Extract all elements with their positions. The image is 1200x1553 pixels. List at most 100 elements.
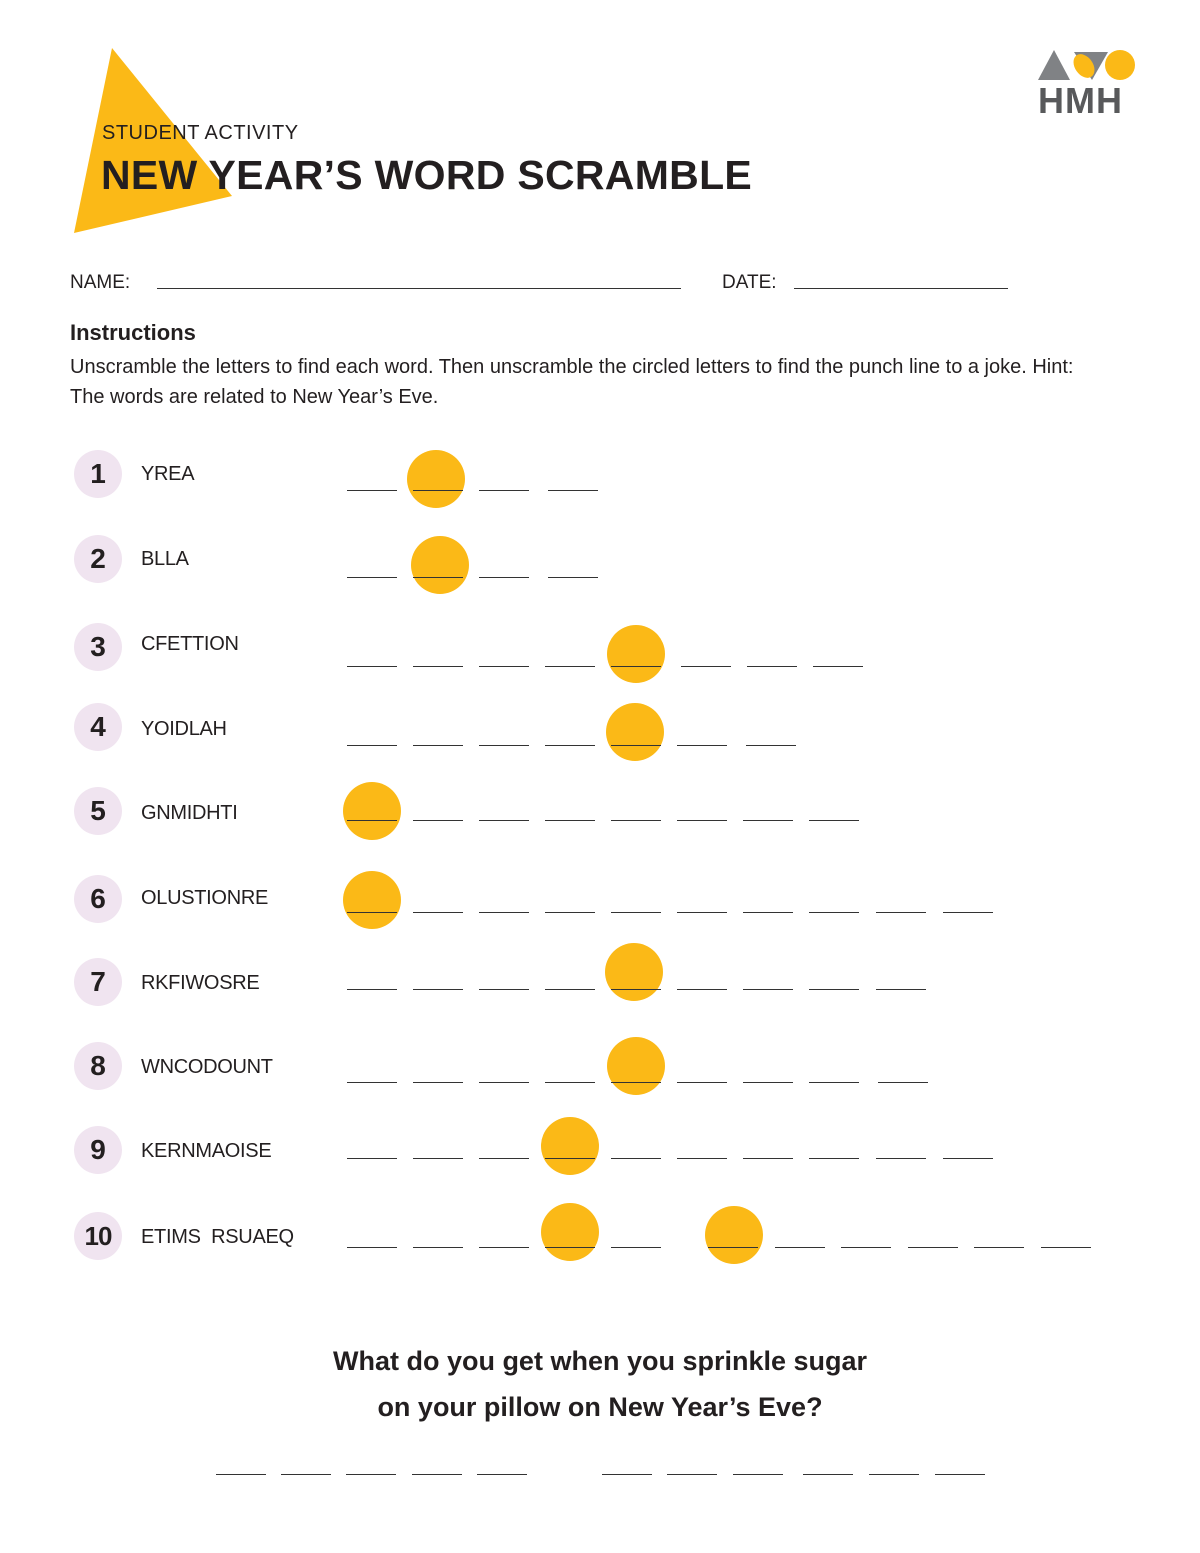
letter-blank[interactable] xyxy=(743,912,793,913)
letter-blank[interactable] xyxy=(813,666,863,667)
letter-blank-circled[interactable] xyxy=(347,820,397,821)
letter-blank[interactable] xyxy=(479,1247,529,1248)
letter-blank[interactable] xyxy=(809,989,859,990)
letter-blank[interactable] xyxy=(677,820,727,821)
letter-blank[interactable] xyxy=(413,912,463,913)
letter-blank[interactable] xyxy=(943,1158,993,1159)
logo-text: HMH xyxy=(1038,80,1123,121)
answer-blank[interactable] xyxy=(667,1474,717,1475)
answer-blank[interactable] xyxy=(477,1474,527,1475)
puzzle-row-8: 8 WNCODOUNT xyxy=(0,1037,1200,1102)
letter-blank[interactable] xyxy=(545,989,595,990)
letter-blank[interactable] xyxy=(677,912,727,913)
letter-blank[interactable] xyxy=(413,666,463,667)
letter-blank[interactable] xyxy=(347,1247,397,1248)
letter-blank[interactable] xyxy=(479,745,529,746)
puzzle-row-3: 3 CFETTION xyxy=(0,623,1200,683)
letter-blank[interactable] xyxy=(347,1158,397,1159)
puzzle-row-10: 10 ETIMS RSUAEQ xyxy=(0,1203,1200,1272)
letter-blank[interactable] xyxy=(809,1082,859,1083)
letter-blank-circled[interactable] xyxy=(611,666,661,667)
letter-blank[interactable] xyxy=(545,666,595,667)
puzzle-number: 8 xyxy=(74,1042,122,1090)
letter-blank[interactable] xyxy=(413,745,463,746)
name-field[interactable] xyxy=(157,288,681,289)
letter-blank[interactable] xyxy=(479,490,529,491)
letter-blank[interactable] xyxy=(1041,1247,1091,1248)
letter-blank[interactable] xyxy=(413,989,463,990)
letter-blank[interactable] xyxy=(347,577,397,578)
answer-blank[interactable] xyxy=(803,1474,853,1475)
letter-blank[interactable] xyxy=(545,912,595,913)
letter-blank[interactable] xyxy=(611,1247,661,1248)
letter-blank[interactable] xyxy=(545,1082,595,1083)
circle-highlight xyxy=(407,450,465,508)
letter-blank[interactable] xyxy=(841,1247,891,1248)
letter-blank[interactable] xyxy=(876,989,926,990)
letter-blank[interactable] xyxy=(479,912,529,913)
letter-blank[interactable] xyxy=(548,490,598,491)
letter-blank-circled[interactable] xyxy=(611,745,661,746)
scrambled-word: BLLA xyxy=(141,548,189,570)
letter-blank[interactable] xyxy=(347,989,397,990)
letter-blank[interactable] xyxy=(479,989,529,990)
letter-blank[interactable] xyxy=(747,666,797,667)
letter-blank[interactable] xyxy=(681,666,731,667)
letter-blank[interactable] xyxy=(677,1158,727,1159)
letter-blank[interactable] xyxy=(746,745,796,746)
letter-blank-circled[interactable] xyxy=(611,989,661,990)
letter-blank-circled[interactable] xyxy=(413,490,463,491)
letter-blank[interactable] xyxy=(479,666,529,667)
letter-blank[interactable] xyxy=(413,820,463,821)
letter-blank[interactable] xyxy=(479,820,529,821)
letter-blank[interactable] xyxy=(677,989,727,990)
letter-blank-circled[interactable] xyxy=(347,912,397,913)
letter-blank[interactable] xyxy=(548,577,598,578)
letter-blank[interactable] xyxy=(611,1158,661,1159)
letter-blank[interactable] xyxy=(743,1082,793,1083)
letter-blank[interactable] xyxy=(876,912,926,913)
letter-blank[interactable] xyxy=(347,745,397,746)
letter-blank[interactable] xyxy=(974,1247,1024,1248)
letter-blank[interactable] xyxy=(677,1082,727,1083)
letter-blank[interactable] xyxy=(611,912,661,913)
letter-blank-circled[interactable] xyxy=(611,1082,661,1083)
answer-blank[interactable] xyxy=(346,1474,396,1475)
answer-blank[interactable] xyxy=(935,1474,985,1475)
letter-blank[interactable] xyxy=(479,1158,529,1159)
letter-blank[interactable] xyxy=(743,1158,793,1159)
letter-blank[interactable] xyxy=(677,745,727,746)
letter-blank[interactable] xyxy=(775,1247,825,1248)
letter-blank[interactable] xyxy=(413,1082,463,1083)
letter-blank[interactable] xyxy=(743,989,793,990)
letter-blank[interactable] xyxy=(347,490,397,491)
letter-blank[interactable] xyxy=(413,1247,463,1248)
letter-blank[interactable] xyxy=(545,745,595,746)
answer-blank[interactable] xyxy=(602,1474,652,1475)
letter-blank[interactable] xyxy=(908,1247,958,1248)
letter-blank[interactable] xyxy=(878,1082,928,1083)
letter-blank[interactable] xyxy=(943,912,993,913)
answer-blank[interactable] xyxy=(869,1474,919,1475)
answer-blank[interactable] xyxy=(733,1474,783,1475)
date-field[interactable] xyxy=(794,288,1008,289)
letter-blank[interactable] xyxy=(479,1082,529,1083)
letter-blank-circled[interactable] xyxy=(413,577,463,578)
letter-blank-circled[interactable] xyxy=(708,1247,758,1248)
answer-blank[interactable] xyxy=(216,1474,266,1475)
letter-blank[interactable] xyxy=(876,1158,926,1159)
answer-blank[interactable] xyxy=(281,1474,331,1475)
letter-blank[interactable] xyxy=(809,1158,859,1159)
letter-blank[interactable] xyxy=(413,1158,463,1159)
letter-blank[interactable] xyxy=(545,820,595,821)
answer-blank[interactable] xyxy=(412,1474,462,1475)
letter-blank[interactable] xyxy=(809,912,859,913)
letter-blank[interactable] xyxy=(743,820,793,821)
letter-blank[interactable] xyxy=(611,820,661,821)
letter-blank[interactable] xyxy=(809,820,859,821)
letter-blank-circled[interactable] xyxy=(545,1158,595,1159)
letter-blank-circled[interactable] xyxy=(545,1247,595,1248)
letter-blank[interactable] xyxy=(479,577,529,578)
letter-blank[interactable] xyxy=(347,666,397,667)
letter-blank[interactable] xyxy=(347,1082,397,1083)
